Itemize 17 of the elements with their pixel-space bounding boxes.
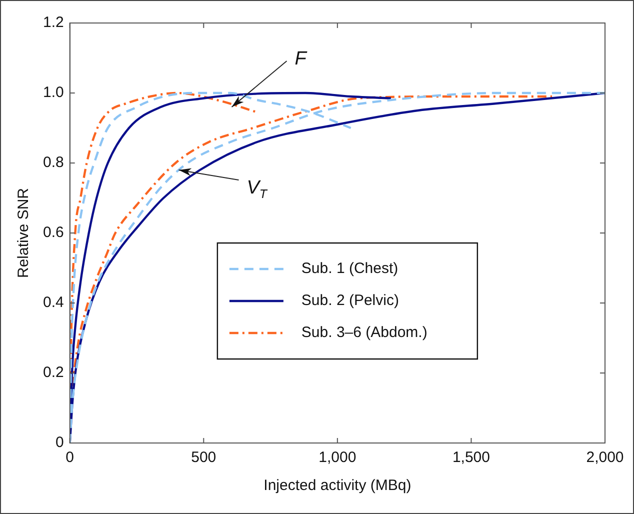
legend-label: Sub. 3–6 (Abdom.) xyxy=(301,324,428,342)
y-tick-label: 0.8 xyxy=(42,154,64,172)
annotation: F xyxy=(294,48,308,70)
x-tick-label: 2,000 xyxy=(586,449,624,466)
y-axis-title: Relative SNR xyxy=(15,188,32,278)
x-tick-label: 500 xyxy=(191,449,216,466)
y-tick-label: 1.0 xyxy=(42,84,64,102)
y-tick-label: 0.4 xyxy=(42,294,64,312)
x-tick-label: 1,500 xyxy=(452,449,490,466)
legend-label: Sub. 2 (Pelvic) xyxy=(301,292,399,310)
y-tick-label: 1.2 xyxy=(42,14,64,32)
y-tick-label: 0 xyxy=(56,434,64,452)
legend-label: Sub. 1 (Chest) xyxy=(301,260,398,278)
y-tick-label: 0.6 xyxy=(42,224,64,242)
x-tick-label: 1,000 xyxy=(318,449,356,466)
y-tick-label: 0.2 xyxy=(42,364,64,382)
x-axis-title: Injected activity (MBq) xyxy=(264,477,412,494)
